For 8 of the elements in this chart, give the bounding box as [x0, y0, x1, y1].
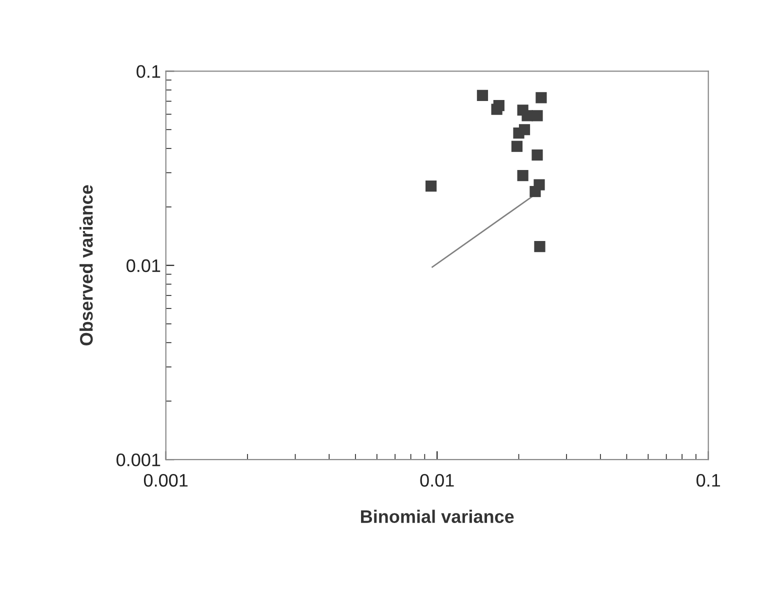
x-axis-title: Binomial variance	[361, 510, 514, 523]
y-tick-label: 0.01	[126, 259, 160, 272]
x-tick-label: 0.1	[696, 474, 720, 487]
x-tick-label: 0.01	[420, 474, 454, 487]
y-axis-title: Observed variance	[80, 185, 93, 346]
y-tick-label: 0.1	[136, 65, 160, 78]
y-tick-label: 0.001	[116, 454, 160, 466]
x-tick-label: 0.001	[144, 474, 188, 487]
